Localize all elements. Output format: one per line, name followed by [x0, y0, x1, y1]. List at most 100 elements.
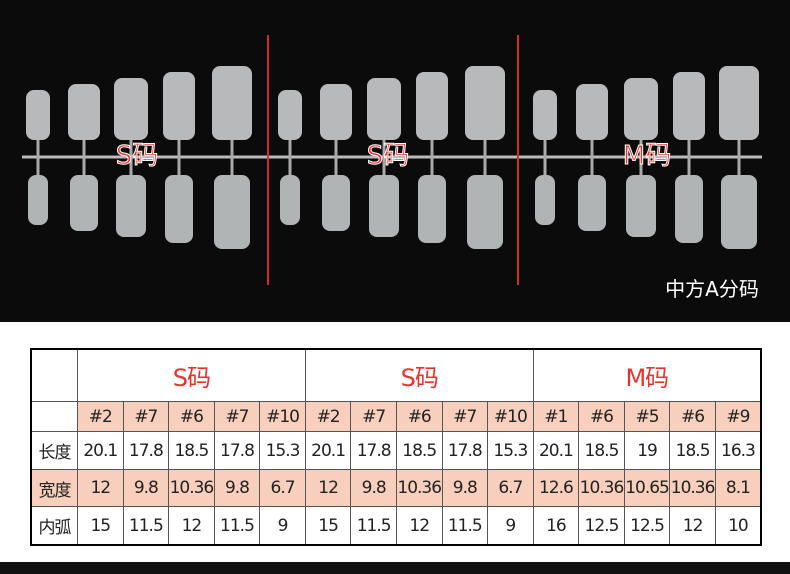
value-cell: 12.6 [532, 468, 580, 508]
value-cell: 8.1 [714, 468, 762, 508]
value-cell: 12.5 [578, 506, 625, 546]
value-cell: 11.5 [441, 506, 489, 546]
size-header: #6 [168, 401, 215, 433]
size-header: #10 [259, 401, 306, 433]
nail-tip [465, 66, 505, 140]
row-label: 内弧 [30, 506, 78, 546]
nail-tip [369, 175, 399, 237]
size-header: #9 [714, 401, 762, 433]
value-cell: 11.5 [122, 506, 170, 546]
group-label: M码 [623, 141, 671, 171]
value-cell: 20.1 [304, 431, 352, 470]
nail-tip [214, 175, 250, 249]
corner-cell [30, 401, 78, 433]
nail-tip [70, 175, 98, 231]
value-cell: 18.5 [669, 431, 716, 470]
footer-bar [0, 562, 790, 574]
row-label: 宽度 [30, 468, 78, 508]
nail-tip [578, 175, 606, 231]
size-header: #2 [77, 401, 124, 433]
value-cell: 9.8 [441, 468, 489, 508]
value-cell: 10.36 [395, 468, 443, 508]
value-cell: 16 [532, 506, 580, 546]
table-row: 长度 20.1 17.8 18.5 17.8 15.3 20.1 17.8 18.5 17.8 15… [30, 431, 762, 470]
value-cell: 9 [487, 506, 534, 546]
value-cell: 19 [623, 431, 671, 470]
nail-tip [626, 175, 656, 237]
value-cell: 10 [714, 506, 762, 546]
value-cell: 18.5 [168, 431, 215, 470]
nail-tip [721, 175, 757, 249]
nail-tip [163, 72, 195, 140]
nail-tip [418, 175, 446, 243]
value-cell: 20.1 [77, 431, 124, 470]
size-header: #7 [213, 401, 261, 433]
size-header: #6 [669, 401, 716, 433]
nail-tip [322, 175, 350, 231]
nail-tip [673, 72, 705, 140]
nail-tip [212, 66, 252, 140]
value-cell: 17.8 [350, 431, 397, 470]
table-row: #2 #7 #6 #7 #10 #2 #7 #6 #7 #10 #1 #6 #5 #6 #9 [30, 401, 762, 433]
nail-tip [114, 78, 148, 140]
table-row: S码 S码 M码 [30, 348, 762, 403]
size-header: #10 [487, 401, 534, 433]
nail-tip [68, 84, 100, 140]
nail-tip [367, 78, 401, 140]
value-cell: 12 [77, 468, 124, 508]
corner-cell [30, 348, 78, 403]
table-row: 宽度 12 9.8 10.36 9.8 6.7 12 9.8 10.36 9.8 6.7 12.6 10… [30, 468, 762, 508]
size-header: #7 [441, 401, 489, 433]
value-cell: 16.3 [714, 431, 762, 470]
size-header: #5 [623, 401, 671, 433]
nail-tip [535, 175, 555, 225]
nail-tip [624, 78, 658, 140]
group-header: M码 [532, 348, 762, 403]
value-cell: 6.7 [259, 468, 306, 508]
nail-tip [416, 72, 448, 140]
value-cell: 12.5 [623, 506, 671, 546]
size-header: #7 [122, 401, 170, 433]
value-cell: 17.8 [213, 431, 261, 470]
value-cell: 10.36 [168, 468, 215, 508]
size-header: #2 [304, 401, 352, 433]
value-cell: 15 [77, 506, 124, 546]
value-cell: 6.7 [487, 468, 534, 508]
group-label: S码 [367, 141, 410, 171]
value-cell: 10.36 [578, 468, 625, 508]
size-header: #6 [395, 401, 443, 433]
nail-tip [280, 175, 300, 225]
value-cell: 17.8 [441, 431, 489, 470]
value-cell: 15.3 [259, 431, 306, 470]
value-cell: 9.8 [122, 468, 170, 508]
size-header: #1 [532, 401, 580, 433]
value-cell: 12 [395, 506, 443, 546]
nail-tip [719, 66, 759, 140]
nail-tip [28, 175, 48, 225]
group-header: S码 [77, 348, 306, 403]
size-header: #6 [578, 401, 625, 433]
table-row: 内弧 15 11.5 12 11.5 9 15 11.5 12 11.5 9 16 12.5 12.5 12… [30, 506, 762, 546]
value-cell: 18.5 [395, 431, 443, 470]
value-cell: 10.65 [623, 468, 671, 508]
nail-tip [467, 175, 503, 249]
value-cell: 11.5 [350, 506, 397, 546]
nail-tip [533, 90, 557, 140]
value-cell: 12 [304, 468, 352, 508]
value-cell: 17.8 [122, 431, 170, 470]
row-label: 长度 [30, 431, 78, 470]
value-cell: 18.5 [578, 431, 625, 470]
value-cell: 11.5 [213, 506, 261, 546]
group-header: S码 [304, 348, 534, 403]
value-cell: 9.8 [213, 468, 261, 508]
nail-tip [116, 175, 146, 237]
value-cell: 20.1 [532, 431, 580, 470]
value-cell: 15.3 [487, 431, 534, 470]
value-cell: 15 [304, 506, 352, 546]
value-cell: 12 [168, 506, 215, 546]
nail-tip [278, 90, 302, 140]
value-cell: 12 [669, 506, 716, 546]
nail-tip [165, 175, 193, 243]
value-cell: 9 [259, 506, 306, 546]
